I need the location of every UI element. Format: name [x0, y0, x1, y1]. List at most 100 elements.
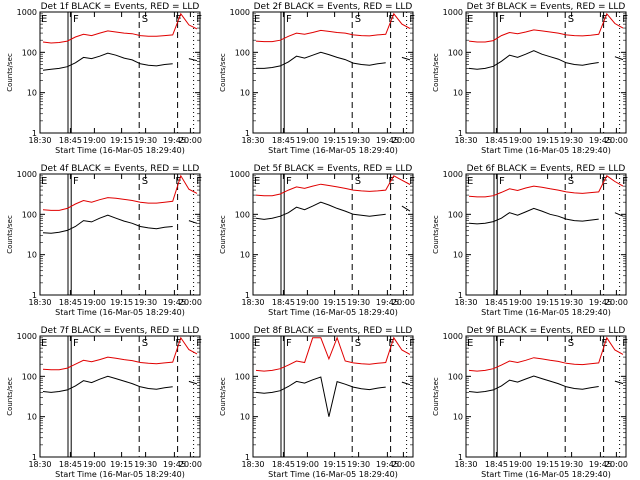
- series-line-events: [468, 50, 624, 70]
- x-tick-label: 19:30: [134, 298, 157, 307]
- x-tick-label: 19:30: [347, 136, 370, 145]
- series-line-lld: [255, 12, 411, 43]
- y-tick-label: 10: [453, 89, 463, 98]
- y-tick-label: 10: [240, 251, 250, 260]
- series-line-lld: [42, 12, 198, 44]
- x-tick-label: 19:15: [110, 136, 133, 145]
- y-tick-label: 1: [245, 453, 250, 462]
- x-tick-label: 19:00: [509, 136, 532, 145]
- y-tick-label: 1: [245, 291, 250, 300]
- x-axis-label: Start Time (16-Mar-05 18:29:40): [268, 308, 398, 317]
- event-marker: E: [467, 338, 473, 349]
- event-marker: F: [73, 176, 79, 187]
- detector-panel-2: Det 2f BLACK = Events, RED = LLD Counts/s…: [219, 2, 415, 155]
- event-marker: E: [467, 14, 473, 25]
- event-marker: S: [568, 14, 574, 25]
- detector-panel-4: Det 4f BLACK = Events, RED = LLD Counts/s…: [6, 164, 202, 317]
- x-axis-label: Start Time (16-Mar-05 18:29:40): [481, 470, 611, 479]
- plot-frame: [465, 11, 627, 134]
- y-tick-label: 100: [235, 210, 250, 219]
- x-tick-label: 19:30: [560, 136, 583, 145]
- event-marker: E: [254, 176, 260, 187]
- x-tick-label: 19:45: [163, 460, 186, 469]
- y-axis-label: Counts/sec: [219, 215, 227, 254]
- y-tick-label: 1000: [443, 8, 463, 17]
- event-marker: S: [355, 176, 361, 187]
- event-marker: F: [196, 14, 202, 25]
- x-tick-label: 19:15: [323, 460, 346, 469]
- x-tick-label: 19:00: [296, 136, 319, 145]
- event-marker: E: [254, 14, 260, 25]
- plot-frame: [252, 173, 414, 296]
- event-marker: E: [467, 176, 473, 187]
- event-marker: E: [41, 14, 47, 25]
- event-marker: F: [409, 14, 415, 25]
- x-tick-label: 19:00: [509, 460, 532, 469]
- x-tick-label: 19:15: [536, 136, 559, 145]
- event-marker: F: [286, 176, 292, 187]
- x-tick-label: 19:15: [536, 460, 559, 469]
- y-tick-label: 1: [32, 129, 37, 138]
- event-marker: S: [142, 14, 148, 25]
- x-tick-label: 19:00: [83, 460, 106, 469]
- y-axis-label: Counts/sec: [219, 377, 227, 416]
- y-tick-label: 1000: [17, 8, 37, 17]
- panel-title: Det 8f BLACK = Events, RED = LLD: [254, 326, 413, 336]
- plot-frame: [465, 335, 627, 458]
- x-tick-label: 20:00: [392, 460, 415, 469]
- x-tick-label: 19:00: [296, 298, 319, 307]
- x-axis-label: Start Time (16-Mar-05 18:29:40): [481, 146, 611, 155]
- x-tick-label: 20:00: [605, 298, 628, 307]
- x-axis-label: Start Time (16-Mar-05 18:29:40): [268, 146, 398, 155]
- x-tick-label: 18:30: [28, 298, 51, 307]
- plot-frame: [39, 335, 201, 458]
- x-tick-label: 20:00: [179, 460, 202, 469]
- event-marker: E: [388, 176, 394, 187]
- x-tick-label: 19:30: [560, 298, 583, 307]
- x-tick-label: 19:15: [323, 298, 346, 307]
- x-tick-label: 18:30: [28, 460, 51, 469]
- event-marker: S: [355, 338, 361, 349]
- x-tick-label: 19:00: [509, 298, 532, 307]
- y-axis-label: Counts/sec: [432, 215, 440, 254]
- x-tick-label: 18:45: [272, 136, 295, 145]
- panel-title: Det 6f BLACK = Events, RED = LLD: [467, 164, 626, 174]
- detector-panel-5: Det 5f BLACK = Events, RED = LLD Counts/s…: [219, 164, 415, 317]
- event-marker: F: [499, 14, 505, 25]
- panel-title: Det 2f BLACK = Events, RED = LLD: [254, 2, 413, 12]
- x-axis-label: Start Time (16-Mar-05 18:29:40): [55, 308, 185, 317]
- event-marker: S: [142, 176, 148, 187]
- x-tick-label: 19:30: [134, 136, 157, 145]
- event-marker: F: [196, 176, 202, 187]
- y-tick-label: 1000: [443, 332, 463, 341]
- y-tick-label: 100: [22, 372, 37, 381]
- event-marker: S: [568, 176, 574, 187]
- x-axis-label: Start Time (16-Mar-05 18:29:40): [481, 308, 611, 317]
- series-line-lld: [255, 336, 411, 372]
- y-tick-label: 10: [27, 251, 37, 260]
- x-tick-label: 18:30: [28, 136, 51, 145]
- event-marker: F: [622, 176, 628, 187]
- x-tick-label: 18:45: [272, 298, 295, 307]
- series-line-events: [255, 201, 411, 220]
- y-tick-label: 1: [245, 129, 250, 138]
- series-line-lld: [468, 175, 624, 198]
- x-tick-label: 18:45: [485, 136, 508, 145]
- event-marker: F: [286, 14, 292, 25]
- series-line-lld: [468, 336, 624, 372]
- event-marker: F: [622, 14, 628, 25]
- x-tick-label: 20:00: [179, 136, 202, 145]
- panel-title: Det 5f BLACK = Events, RED = LLD: [254, 164, 413, 174]
- x-axis-label: Start Time (16-Mar-05 18:29:40): [55, 146, 185, 155]
- event-marker: S: [568, 338, 574, 349]
- x-tick-label: 19:45: [376, 298, 399, 307]
- event-marker: F: [286, 338, 292, 349]
- plot-frame: [252, 335, 414, 458]
- y-tick-label: 100: [448, 372, 463, 381]
- series-line-events: [468, 375, 624, 393]
- y-tick-label: 100: [448, 210, 463, 219]
- event-marker: F: [499, 338, 505, 349]
- y-tick-label: 1000: [230, 8, 250, 17]
- x-tick-label: 19:45: [589, 136, 612, 145]
